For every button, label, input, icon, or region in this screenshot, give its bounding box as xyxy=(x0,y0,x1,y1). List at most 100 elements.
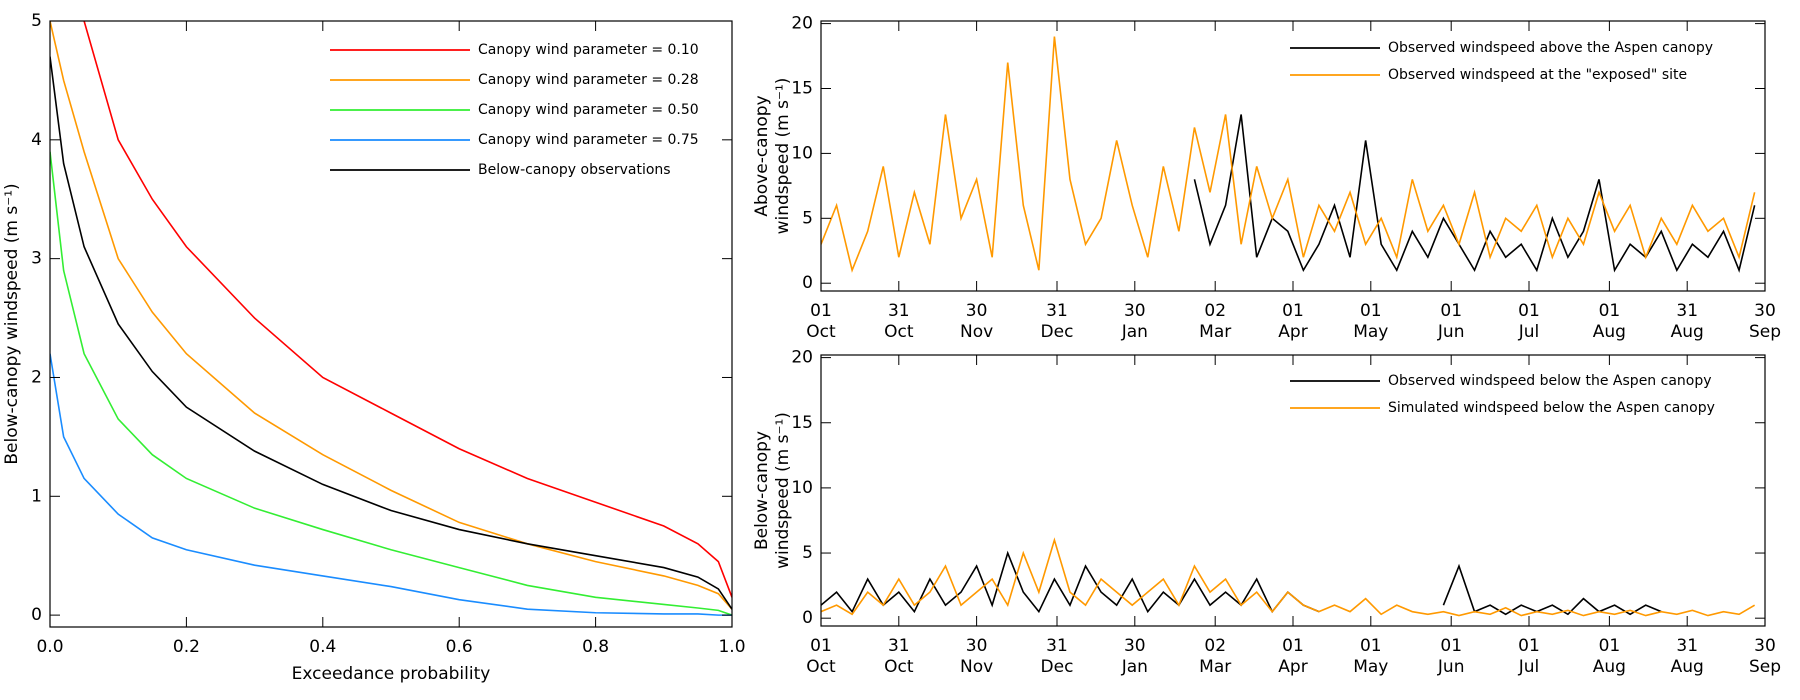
y-tick-label: 20 xyxy=(791,348,813,368)
x-tick-label: 01 xyxy=(1282,636,1304,656)
x-tick-label: 01 xyxy=(1599,301,1621,321)
y-tick-label: 4 xyxy=(31,130,42,150)
x-tick-label: 01 xyxy=(1360,301,1382,321)
x-tick-label: Oct xyxy=(806,322,836,342)
y-tick-label: 5 xyxy=(31,11,42,31)
legend-label: Canopy wind parameter = 0.28 xyxy=(478,72,699,88)
y-tick-label: 15 xyxy=(791,413,813,433)
x-tick-label: 01 xyxy=(1440,636,1462,656)
y-axis-label: Below-canopy xyxy=(752,431,772,550)
x-tick-label: 30 xyxy=(966,301,988,321)
y-axis-label: Below-canopy windspeed (m s⁻¹) xyxy=(2,183,22,464)
x-tick-label: 30 xyxy=(1754,636,1776,656)
x-tick-label: 0.0 xyxy=(36,637,63,657)
y-axis-label: Above-canopy xyxy=(752,95,772,216)
x-tick-label: 31 xyxy=(1676,301,1698,321)
legend-label: Below-canopy observations xyxy=(478,162,671,178)
y-tick-label: 0 xyxy=(802,608,813,628)
y-tick-label: 10 xyxy=(791,478,813,498)
x-tick-label: 02 xyxy=(1204,301,1226,321)
x-tick-label: 01 xyxy=(1518,301,1540,321)
x-tick-label: Mar xyxy=(1199,322,1231,342)
x-tick-label: 01 xyxy=(810,636,832,656)
y-tick-label: 0 xyxy=(802,273,813,293)
series-line xyxy=(83,21,732,598)
x-tick-label: Jul xyxy=(1518,322,1540,342)
x-tick-label: 30 xyxy=(1124,636,1146,656)
x-tick-label: 01 xyxy=(1518,636,1540,656)
x-tick-label: Jan xyxy=(1121,322,1148,342)
x-tick-label: 31 xyxy=(1676,636,1698,656)
x-tick-label: 0.4 xyxy=(309,637,336,657)
legend-label: Canopy wind parameter = 0.75 xyxy=(478,132,699,148)
x-tick-label: 31 xyxy=(888,636,910,656)
legend-label: Simulated windspeed below the Aspen cano… xyxy=(1388,400,1715,416)
x-tick-label: Aug xyxy=(1671,657,1704,677)
x-tick-label: Aug xyxy=(1671,322,1704,342)
x-tick-label: 0.6 xyxy=(446,637,473,657)
y-axis-label: windspeed (m s⁻¹) xyxy=(773,412,793,569)
x-tick-label: Jan xyxy=(1121,657,1148,677)
x-tick-label: 01 xyxy=(1282,301,1304,321)
x-tick-label: 30 xyxy=(1124,301,1146,321)
x-tick-label: 01 xyxy=(1360,636,1382,656)
y-tick-label: 20 xyxy=(791,14,813,34)
x-axis-label: Exceedance probability xyxy=(292,664,491,684)
series-line xyxy=(821,36,1756,273)
y-tick-label: 3 xyxy=(31,249,42,269)
x-tick-label: Apr xyxy=(1278,657,1307,677)
x-tick-label: 30 xyxy=(966,636,988,656)
legend-label: Observed windspeed below the Aspen canop… xyxy=(1388,373,1712,389)
y-tick-label: 2 xyxy=(31,367,42,387)
series-line xyxy=(50,56,732,610)
x-tick-label: Apr xyxy=(1278,322,1307,342)
x-tick-label: Oct xyxy=(884,657,914,677)
series-line xyxy=(50,151,732,616)
legend-label: Observed windspeed at the "exposed" site xyxy=(1388,67,1687,83)
y-tick-label: 0 xyxy=(31,605,42,625)
series-line xyxy=(50,353,732,616)
y-tick-label: 5 xyxy=(802,543,813,563)
legend-label: Observed windspeed above the Aspen canop… xyxy=(1388,40,1713,56)
x-tick-label: Nov xyxy=(960,657,993,677)
x-tick-label: 31 xyxy=(1046,636,1068,656)
x-tick-label: 01 xyxy=(1599,636,1621,656)
legend-label: Canopy wind parameter = 0.50 xyxy=(478,102,699,118)
x-tick-label: 02 xyxy=(1204,636,1226,656)
legend-label: Canopy wind parameter = 0.10 xyxy=(478,42,699,58)
y-tick-label: 5 xyxy=(802,208,813,228)
x-tick-label: Sep xyxy=(1749,657,1781,677)
x-tick-label: 1.0 xyxy=(718,637,745,657)
x-tick-label: 0.8 xyxy=(582,637,609,657)
series-line xyxy=(1193,114,1756,273)
x-tick-label: Jun xyxy=(1437,657,1465,677)
x-tick-label: Dec xyxy=(1041,657,1074,677)
series-line xyxy=(50,21,732,610)
x-tick-label: 01 xyxy=(1440,301,1462,321)
x-tick-label: Aug xyxy=(1593,657,1626,677)
series-line xyxy=(821,537,1756,617)
x-tick-label: Jun xyxy=(1437,322,1465,342)
x-tick-label: Aug xyxy=(1593,322,1626,342)
x-tick-label: Oct xyxy=(806,657,836,677)
x-tick-label: May xyxy=(1353,322,1388,342)
plot-frame xyxy=(49,20,733,628)
x-tick-label: 31 xyxy=(888,301,910,321)
x-tick-label: 0.2 xyxy=(173,637,200,657)
x-tick-label: Mar xyxy=(1199,657,1231,677)
x-tick-label: Jul xyxy=(1518,657,1540,677)
x-tick-label: 31 xyxy=(1046,301,1068,321)
x-tick-label: Dec xyxy=(1041,322,1074,342)
x-tick-label: May xyxy=(1353,657,1388,677)
y-axis-label: windspeed (m s⁻¹) xyxy=(773,78,793,235)
x-tick-label: Sep xyxy=(1749,322,1781,342)
x-tick-label: 30 xyxy=(1754,301,1776,321)
x-tick-label: Nov xyxy=(960,322,993,342)
x-tick-label: 01 xyxy=(810,301,832,321)
y-tick-label: 1 xyxy=(31,486,42,506)
y-tick-label: 15 xyxy=(791,79,813,99)
x-tick-label: Oct xyxy=(884,322,914,342)
